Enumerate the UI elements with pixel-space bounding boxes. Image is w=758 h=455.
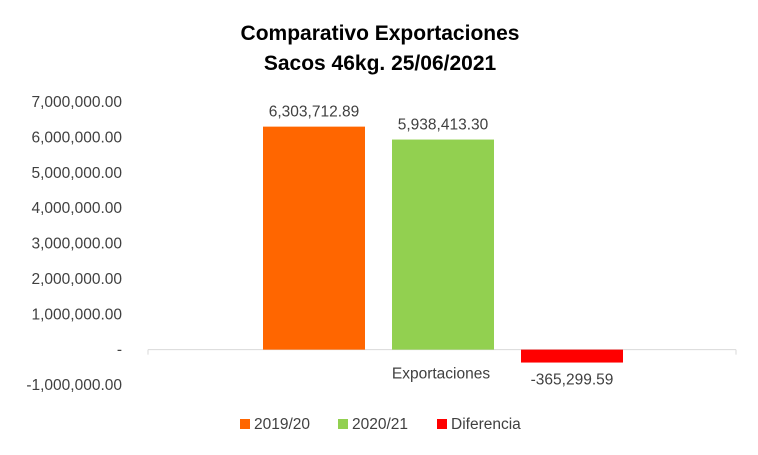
data-label: -365,299.59 [531, 372, 614, 389]
y-tick-label: 6,000,000.00 [31, 129, 122, 146]
chart-subtitle: Sacos 46kg. 25/06/2021 [264, 52, 497, 75]
legend-swatch [338, 419, 348, 429]
y-tick-label: -1,000,000.00 [26, 377, 122, 394]
y-tick-label: 4,000,000.00 [31, 200, 122, 217]
legend-label: 2019/20 [254, 416, 310, 433]
data-label: 6,303,712.89 [269, 104, 360, 121]
y-tick-label: 1,000,000.00 [31, 306, 122, 323]
bar-Diferencia [521, 349, 623, 363]
legend-swatch [437, 419, 447, 429]
chart-title: Comparativo Exportaciones [241, 22, 520, 45]
y-tick-label: 7,000,000.00 [31, 94, 122, 111]
bar-2019/20 [263, 126, 365, 350]
y-tick-label: 3,000,000.00 [31, 236, 122, 253]
y-tick-label: 2,000,000.00 [31, 271, 122, 288]
legend-label: Diferencia [451, 416, 521, 433]
y-tick-label: 5,000,000.00 [31, 165, 122, 182]
legend-swatch [240, 419, 250, 429]
y-tick-label: - [117, 342, 122, 359]
data-label: 5,938,413.30 [398, 117, 489, 134]
legend: 2019/20 2020/21 Diferencia [240, 416, 521, 433]
category-label: Exportaciones [392, 366, 490, 383]
y-axis: 7,000,000.00 6,000,000.00 5,000,000.00 4,00… [26, 94, 122, 394]
legend-label: 2020/21 [352, 416, 408, 433]
plot-area: 6,303,712.89 5,938,413.30 -365,299.59 Expor… [147, 104, 737, 389]
bar-2020/21 [392, 139, 494, 350]
